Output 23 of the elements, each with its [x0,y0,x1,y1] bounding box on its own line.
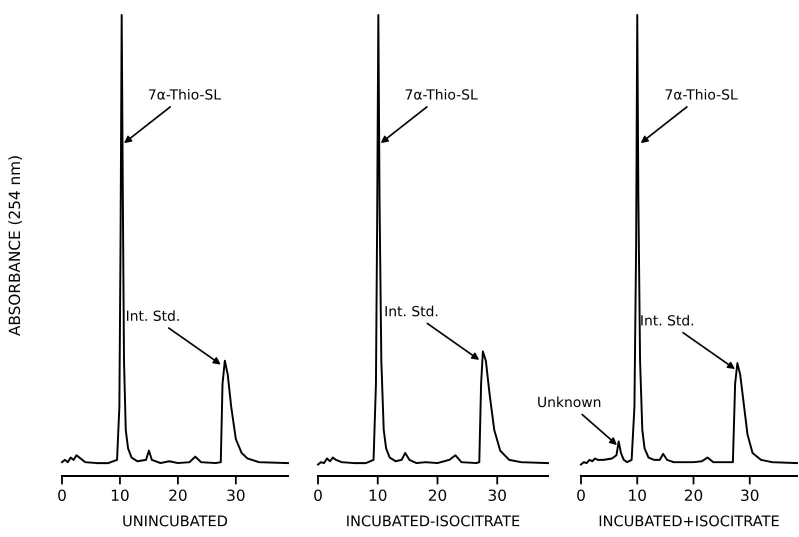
x-tick-label: 0 [58,489,66,502]
x-tick-label: 30 [741,489,758,502]
x-tick-label: 0 [314,489,322,502]
annotation: Unknown [538,396,600,408]
annotation: 7α-Thio-SL [148,88,221,100]
x-tick-label: 30 [488,489,506,502]
x-axis-title: INCUBATED+ISOCITRATE [600,515,779,526]
annotation: Int. Std. [386,306,438,316]
annotation: 7α-Thio-SL [406,88,478,100]
x-tick-label: 20 [428,489,446,502]
x-tick-label: 20 [684,489,702,502]
x-axis-title: UNINCUBATED [123,515,228,526]
x-axis-title: INCUBATED-ISOCITRATE [347,515,520,526]
annotation: Int. Std. [641,314,694,326]
x-tick-label: 10 [112,489,129,502]
x-tick-label: 30 [227,489,245,502]
x-tick-label: 0 [577,489,585,502]
x-tick-label: 20 [169,489,187,502]
x-tick-label: 10 [629,489,646,502]
y-axis-title: ABSORBANCE (254 nm) [8,156,22,336]
annotation: Int. Std. [126,310,179,321]
x-tick-label: 10 [370,489,386,502]
annotation: 7α-Thio-SL [666,88,738,100]
